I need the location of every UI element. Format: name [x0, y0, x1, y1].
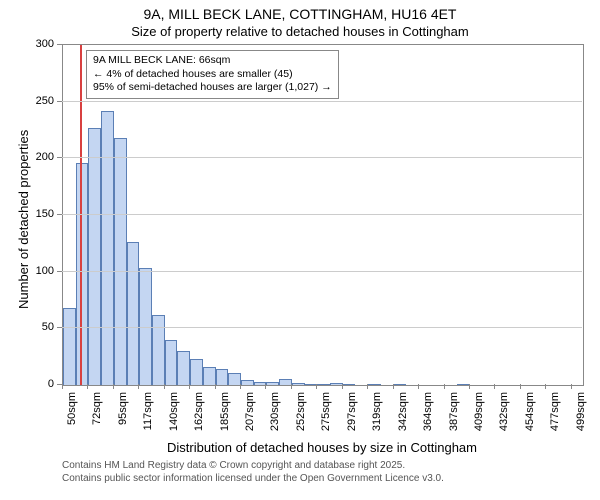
xtick-label: 387sqm — [448, 392, 460, 452]
ytick-label: 250 — [24, 95, 54, 107]
xtick-mark — [265, 384, 266, 389]
xtick-label: 477sqm — [549, 392, 561, 452]
legend-box: 9A MILL BECK LANE: 66sqm ← 4% of detache… — [86, 50, 339, 99]
xtick-label: 454sqm — [524, 392, 536, 452]
xtick-label: 342sqm — [397, 392, 409, 452]
gridline — [62, 157, 582, 158]
ytick-mark — [57, 271, 62, 272]
xtick-label: 230sqm — [269, 392, 281, 452]
ytick-label: 0 — [24, 378, 54, 390]
histogram-bar — [101, 111, 114, 385]
xtick-label: 364sqm — [422, 392, 434, 452]
gridline — [62, 271, 582, 272]
xtick-label: 275sqm — [320, 392, 332, 452]
xtick-mark — [545, 384, 546, 389]
xtick-mark — [62, 384, 63, 389]
xtick-mark — [189, 384, 190, 389]
histogram-bar — [114, 138, 127, 385]
footer-line-1: Contains HM Land Registry data © Crown c… — [62, 460, 444, 473]
xtick-mark — [494, 384, 495, 389]
histogram-bar — [368, 384, 381, 385]
histogram-bar — [216, 369, 229, 385]
ytick-label: 300 — [24, 38, 54, 50]
xtick-label: 207sqm — [244, 392, 256, 452]
ytick-mark — [57, 157, 62, 158]
xtick-mark — [418, 384, 419, 389]
ytick-mark — [57, 44, 62, 45]
xtick-mark — [164, 384, 165, 389]
xtick-label: 432sqm — [498, 392, 510, 452]
xtick-label: 140sqm — [168, 392, 180, 452]
xtick-label: 319sqm — [371, 392, 383, 452]
chart-title-main: 9A, MILL BECK LANE, COTTINGHAM, HU16 4ET — [0, 6, 600, 22]
gridline — [62, 214, 582, 215]
xtick-mark — [367, 384, 368, 389]
xtick-label: 162sqm — [193, 392, 205, 452]
xtick-label: 185sqm — [219, 392, 231, 452]
histogram-bar — [165, 340, 178, 385]
chart-container: 9A, MILL BECK LANE, COTTINGHAM, HU16 4ET… — [0, 0, 600, 500]
histogram-bar — [177, 351, 190, 385]
reference-line — [80, 45, 82, 385]
xtick-label: 95sqm — [117, 392, 129, 452]
histogram-bar — [203, 367, 216, 385]
xtick-mark — [393, 384, 394, 389]
xtick-label: 499sqm — [575, 392, 587, 452]
xtick-mark — [316, 384, 317, 389]
histogram-bar — [266, 382, 279, 385]
xtick-mark — [571, 384, 572, 389]
xtick-mark — [138, 384, 139, 389]
histogram-bar — [394, 384, 407, 385]
ytick-mark — [57, 214, 62, 215]
xtick-label: 117sqm — [142, 392, 154, 452]
xtick-mark — [87, 384, 88, 389]
histogram-bar — [63, 308, 76, 385]
histogram-bar — [152, 315, 165, 385]
xtick-label: 252sqm — [295, 392, 307, 452]
ytick-label: 200 — [24, 151, 54, 163]
xtick-mark — [113, 384, 114, 389]
xtick-label: 50sqm — [66, 392, 78, 452]
footer-line-2: Contains public sector information licen… — [62, 473, 444, 486]
histogram-bar — [88, 128, 101, 385]
xtick-label: 72sqm — [91, 392, 103, 452]
histogram-bar — [292, 383, 305, 385]
xtick-mark — [240, 384, 241, 389]
legend-line-2: ← 4% of detached houses are smaller (45) — [93, 68, 332, 82]
xtick-mark — [469, 384, 470, 389]
xtick-mark — [342, 384, 343, 389]
histogram-bar — [127, 242, 140, 385]
xtick-mark — [444, 384, 445, 389]
ytick-label: 100 — [24, 265, 54, 277]
xtick-mark — [215, 384, 216, 389]
histogram-bar — [241, 380, 254, 385]
ytick-label: 150 — [24, 208, 54, 220]
histogram-bar — [343, 384, 356, 385]
ytick-label: 50 — [24, 321, 54, 333]
ytick-mark — [57, 327, 62, 328]
gridline — [62, 101, 582, 102]
histogram-bar — [190, 359, 203, 385]
legend-line-3: 95% of semi-detached houses are larger (… — [93, 81, 332, 95]
histogram-bar — [317, 384, 330, 385]
legend-line-1: 9A MILL BECK LANE: 66sqm — [93, 54, 332, 68]
xtick-mark — [520, 384, 521, 389]
chart-title-sub: Size of property relative to detached ho… — [0, 24, 600, 39]
xtick-mark — [291, 384, 292, 389]
footer: Contains HM Land Registry data © Crown c… — [62, 460, 444, 485]
ytick-mark — [57, 101, 62, 102]
xtick-label: 297sqm — [346, 392, 358, 452]
xtick-label: 409sqm — [473, 392, 485, 452]
gridline — [62, 327, 582, 328]
